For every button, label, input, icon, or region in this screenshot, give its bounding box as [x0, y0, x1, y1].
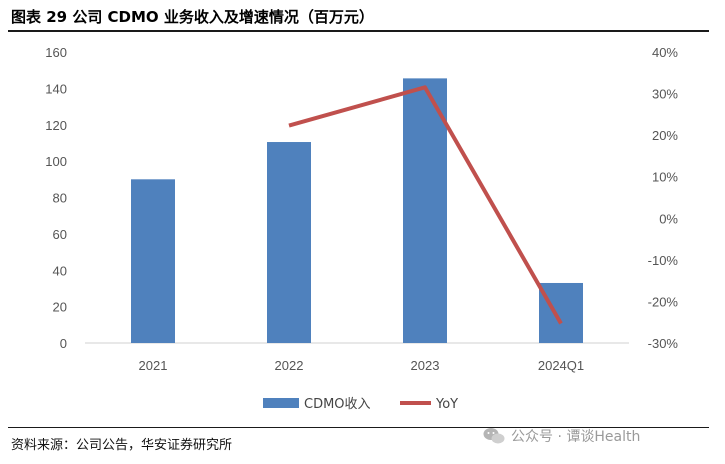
right-tick-label: 40%	[652, 45, 678, 60]
left-tick-label: 40	[53, 263, 67, 278]
legend: CDMO收入 YoY	[263, 397, 458, 412]
bar	[131, 179, 175, 343]
watermark-text: 公众号 · 谭谈Health	[511, 429, 641, 445]
left-tick-label: 140	[45, 81, 67, 96]
right-tick-label: 10%	[652, 170, 678, 185]
title-rule	[8, 30, 709, 32]
x-tick-label: 2022	[275, 358, 304, 373]
right-tick-label: -20%	[648, 294, 679, 309]
left-axis-ticks: 0 20 40 60 80 100 120 140 160	[45, 45, 67, 351]
left-tick-label: 160	[45, 45, 67, 60]
chart-title: 图表 29 公司 CDMO 业务收入及增速情况（百万元）	[11, 8, 374, 26]
right-tick-label: -30%	[648, 336, 679, 351]
x-tick-label: 2021	[139, 358, 168, 373]
right-tick-label: -10%	[648, 253, 679, 268]
left-tick-label: 120	[45, 118, 67, 133]
legend-label-line: YoY	[435, 397, 458, 412]
legend-swatch-bar	[263, 398, 299, 408]
source-note: 资料来源：公司公告，华安证券研究所	[11, 438, 233, 453]
legend-label-bar: CDMO收入	[304, 397, 371, 412]
yoy-line-series	[288, 85, 563, 325]
right-tick-label: 0%	[659, 211, 678, 226]
x-tick-label: 2023	[411, 358, 440, 373]
watermark: 公众号 · 谭谈Health	[483, 426, 640, 446]
right-tick-label: 30%	[652, 87, 678, 102]
x-axis-ticks: 2021 2022 2023 2024Q1	[139, 358, 585, 373]
x-tick-label: 2024Q1	[538, 358, 584, 373]
bar	[267, 142, 311, 343]
left-tick-label: 80	[53, 191, 67, 206]
left-tick-label: 0	[60, 336, 67, 351]
left-tick-label: 20	[53, 300, 67, 315]
left-tick-label: 100	[45, 154, 67, 169]
bar-series	[131, 78, 583, 343]
wechat-icon	[483, 428, 505, 444]
left-tick-label: 60	[53, 227, 67, 242]
bar	[403, 78, 447, 343]
bottom-rule	[8, 427, 709, 428]
bar	[539, 282, 583, 343]
right-axis-ticks: -30% -20% -10% 0% 10% 20% 30% 40%	[648, 45, 679, 351]
right-tick-label: 20%	[652, 128, 678, 143]
